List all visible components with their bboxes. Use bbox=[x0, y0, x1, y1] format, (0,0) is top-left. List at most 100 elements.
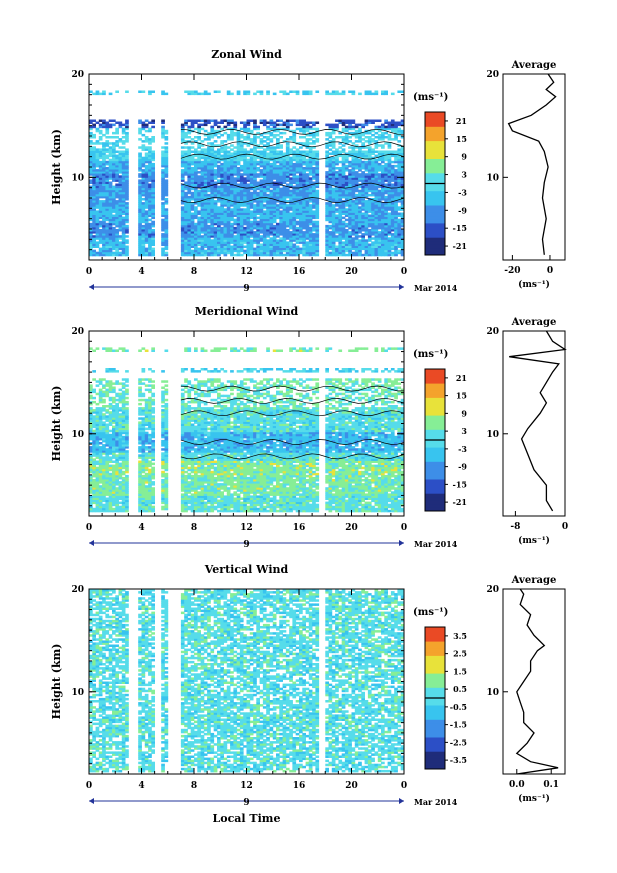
heatmap-cell bbox=[98, 220, 103, 224]
heatmap-cell bbox=[144, 185, 149, 189]
heatmap-cell bbox=[246, 129, 251, 133]
heatmap-cell bbox=[217, 185, 221, 189]
heatmap-cell bbox=[190, 222, 195, 226]
heatmap-cell bbox=[282, 247, 287, 251]
heatmap-cell bbox=[276, 169, 280, 172]
heatmap-cell bbox=[259, 169, 264, 172]
heatmap-cell bbox=[308, 177, 313, 180]
heatmap-cell bbox=[115, 251, 119, 255]
heatmap-cell bbox=[190, 202, 195, 205]
heatmap-cell bbox=[95, 179, 100, 182]
heatmap-cell bbox=[180, 185, 185, 189]
heatmap-cell bbox=[180, 189, 185, 193]
heatmap-cell bbox=[269, 169, 274, 172]
heatmap-cell bbox=[184, 210, 188, 213]
heatmap-cell bbox=[197, 204, 201, 207]
heatmap-cell bbox=[279, 198, 283, 201]
heatmap-cell bbox=[144, 171, 149, 174]
heatmap-cell bbox=[272, 136, 277, 139]
heatmap-cell bbox=[151, 214, 155, 217]
heatmap-cell bbox=[213, 241, 218, 244]
heatmap-cell bbox=[138, 193, 142, 197]
heatmap-cell bbox=[256, 154, 260, 158]
heatmap-cell bbox=[361, 171, 365, 174]
heatmap-cell bbox=[105, 183, 110, 186]
heatmap-cell bbox=[299, 146, 303, 149]
heatmap-cell bbox=[266, 222, 270, 226]
heatmap-cell bbox=[256, 212, 260, 215]
heatmap-cell bbox=[276, 183, 280, 186]
heatmap-cell bbox=[246, 224, 251, 228]
heatmap-cell bbox=[246, 206, 251, 209]
heatmap-cell bbox=[207, 160, 211, 164]
heatmap-cell bbox=[144, 148, 149, 151]
heatmap-cell bbox=[197, 171, 201, 174]
heatmap-cell bbox=[259, 237, 264, 240]
heatmap-cell bbox=[164, 233, 169, 236]
heatmap-cell bbox=[259, 154, 264, 158]
heatmap-cell bbox=[125, 241, 129, 244]
heatmap-cell bbox=[348, 90, 352, 93]
heatmap-cell bbox=[190, 160, 195, 164]
heatmap-cell bbox=[89, 208, 93, 211]
heatmap-cell bbox=[272, 195, 277, 199]
heatmap-cell bbox=[194, 239, 198, 242]
heatmap-cell bbox=[180, 129, 185, 133]
heatmap-cell bbox=[151, 191, 155, 195]
heatmap-cell bbox=[243, 195, 247, 199]
heatmap-cell bbox=[315, 90, 320, 93]
heatmap-cell bbox=[282, 158, 287, 162]
heatmap-cell bbox=[141, 231, 146, 234]
heatmap-cell bbox=[102, 152, 106, 155]
heatmap-cell bbox=[144, 229, 149, 232]
heatmap-cell bbox=[164, 173, 169, 176]
colorbar-segment bbox=[425, 233, 445, 238]
heatmap-cell bbox=[200, 171, 205, 174]
heatmap-cell bbox=[295, 119, 300, 122]
heatmap-cell bbox=[272, 177, 277, 180]
heatmap-cell bbox=[118, 125, 123, 129]
heatmap-cell bbox=[233, 208, 238, 211]
heatmap-cell bbox=[190, 239, 195, 242]
heatmap-cell bbox=[259, 160, 264, 164]
heatmap-cell bbox=[256, 200, 260, 203]
heatmap-cell bbox=[187, 247, 192, 251]
heatmap-cell bbox=[200, 162, 205, 166]
heatmap-cell bbox=[98, 214, 103, 217]
heatmap-cell bbox=[230, 233, 234, 236]
heatmap-cell bbox=[95, 150, 100, 153]
heatmap-cell bbox=[105, 253, 110, 257]
heatmap-cell bbox=[112, 216, 116, 220]
heatmap-cell bbox=[180, 251, 185, 255]
heatmap-cell bbox=[210, 133, 215, 137]
heatmap-cell bbox=[213, 162, 218, 166]
heatmap-cell bbox=[95, 222, 100, 226]
heatmap-cell bbox=[194, 210, 198, 213]
heatmap-cell bbox=[243, 222, 247, 226]
heatmap-cell bbox=[341, 154, 346, 158]
heatmap-cell bbox=[148, 193, 152, 197]
heatmap-cell bbox=[148, 226, 152, 230]
heatmap-cell bbox=[259, 189, 264, 193]
heatmap-cell bbox=[256, 191, 260, 195]
heatmap-cell bbox=[190, 179, 195, 182]
heatmap-cell bbox=[194, 92, 198, 96]
heatmap-cell bbox=[207, 224, 211, 228]
heatmap-cell bbox=[105, 193, 110, 197]
heatmap-cell bbox=[92, 171, 96, 174]
heatmap-cell bbox=[144, 210, 149, 213]
colorbar-segment bbox=[425, 240, 445, 245]
heatmap-cell bbox=[253, 191, 257, 195]
heatmap-cell bbox=[253, 241, 257, 244]
heatmap-cell bbox=[197, 144, 201, 147]
heatmap-cell bbox=[180, 150, 185, 153]
heatmap-cell bbox=[246, 173, 251, 176]
heatmap-cell bbox=[112, 239, 116, 242]
heatmap-cell bbox=[210, 231, 215, 234]
heatmap-cell bbox=[259, 229, 264, 232]
heatmap-cell bbox=[384, 183, 388, 186]
heatmap-cell bbox=[239, 142, 244, 145]
heatmap-cell bbox=[276, 181, 280, 184]
heatmap-cell bbox=[226, 92, 231, 96]
heatmap-cell bbox=[239, 148, 244, 151]
